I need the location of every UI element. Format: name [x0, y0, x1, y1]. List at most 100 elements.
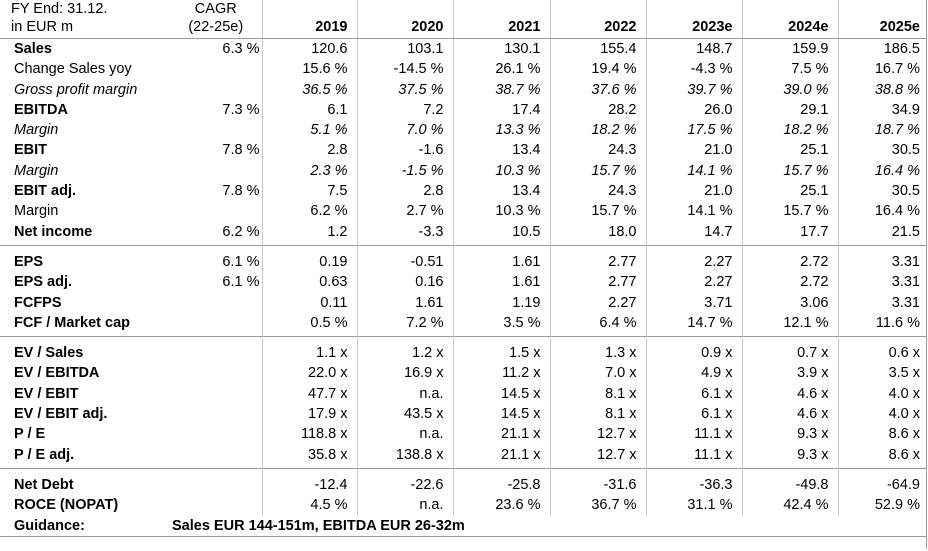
year-header: 2019 [261, 0, 357, 39]
value-cell: 1.61 [452, 272, 550, 293]
value-cell: 17.7 [741, 221, 838, 246]
value-cell: -3.3 [356, 221, 453, 246]
year-header: 2020 [356, 0, 453, 39]
cagr-value: 7.8 % [222, 142, 260, 159]
value-cell: -25.8 [452, 467, 550, 496]
value-cell: 19.4 % [549, 59, 646, 80]
value-cell: n.a. [356, 495, 453, 516]
value-cell: -49.8 [741, 467, 838, 496]
table-row: EPS adj. 6.1 % 0.63 0.16 1.61 2.77 2.27 2.72 3.3… [0, 272, 926, 293]
value-cell: -64.9 [837, 467, 926, 496]
row-label: Margin [14, 203, 59, 220]
value-cell: 118.8 x [261, 424, 357, 445]
value-cell: 2.8 [356, 181, 453, 202]
value-cell: 155.4 [549, 38, 646, 60]
value-cell: 15.7 % [741, 201, 838, 222]
value-cell: 2.77 [549, 272, 646, 293]
value-cell: 1.1 x [261, 336, 357, 364]
cagr-value: 6.1 % [222, 274, 260, 291]
value-cell: 23.6 % [452, 495, 550, 516]
value-cell: n.a. [356, 424, 453, 445]
value-cell: 1.61 [452, 244, 550, 273]
financial-summary-table: FY End: 31.12. in EUR m CAGR (22-25e) 20… [0, 0, 926, 537]
value-cell: 0.63 [261, 272, 357, 293]
value-cell: 7.0 x [549, 363, 646, 384]
row-label: EBITDA [14, 101, 68, 118]
value-cell: 14.5 x [452, 404, 550, 425]
value-cell: 37.6 % [549, 79, 646, 100]
cagr-value [172, 120, 262, 140]
table-row: P / E adj. 35.8 x 138.8 x 21.1 x 12.7 x 11.1 … [0, 444, 926, 469]
value-cell: 2.3 % [261, 160, 357, 182]
table-row: FCF / Market cap 0.5 % 7.2 % 3.5 % 6.4 % 14.7… [0, 312, 926, 337]
value-cell: 13.4 [452, 181, 550, 202]
value-cell: 26.0 [645, 99, 742, 121]
value-cell: 4.6 x [741, 404, 838, 425]
value-cell: 6.2 % [261, 201, 357, 222]
value-cell: 7.2 % [356, 312, 453, 337]
value-cell: -4.3 % [645, 59, 742, 80]
row-label: EV / EBITDA [14, 365, 100, 382]
row-label: Net income [14, 223, 93, 240]
cagr-value: 7.3 % [222, 101, 260, 118]
value-cell: 0.5 % [261, 312, 357, 337]
value-cell: 21.5 [837, 221, 926, 246]
cagr-value [172, 201, 262, 221]
value-cell: 1.2 x [356, 336, 453, 364]
table-row: Net income 6.2 % 1.2 -3.3 10.5 18.0 14.7 17.7 21… [0, 221, 926, 246]
year-header: 2021 [452, 0, 550, 39]
value-cell: 43.5 x [356, 404, 453, 425]
year-header: 2024e [741, 0, 838, 39]
cagr-period-label: (22-25e) [188, 19, 244, 35]
value-cell: 0.19 [261, 244, 357, 273]
value-cell: 2.72 [741, 272, 838, 293]
value-cell: 15.6 % [261, 59, 357, 80]
value-cell: 39.0 % [741, 79, 838, 100]
value-cell: 6.1 x [645, 383, 742, 405]
year-header: 2022 [549, 0, 646, 39]
guidance-text: Sales EUR 144-151m, EBITDA EUR 26-32m [172, 517, 465, 534]
value-cell: 37.5 % [356, 79, 453, 100]
value-cell: 11.1 x [645, 444, 742, 469]
table-row: EV / EBIT 47.7 x n.a. 14.5 x 8.1 x 6.1 x 4.6 x… [0, 383, 926, 405]
value-cell: 1.5 x [452, 336, 550, 364]
value-cell: 3.71 [645, 292, 742, 313]
value-cell: 11.6 % [837, 312, 926, 337]
value-cell: 3.5 x [837, 363, 926, 384]
table-row: EBIT 7.8 % 2.8 -1.6 13.4 24.3 21.0 25.1 30.5 [0, 140, 926, 161]
header-cagr-cell: CAGR (22-25e) [172, 0, 262, 39]
cagr-label: CAGR [194, 1, 237, 17]
value-cell: 6.4 % [549, 312, 646, 337]
value-cell: 13.3 % [452, 120, 550, 141]
row-label: ROCE (NOPAT) [14, 497, 119, 514]
value-cell: -22.6 [356, 467, 453, 496]
value-cell: -1.5 % [356, 160, 453, 182]
value-cell: 10.3 % [452, 160, 550, 182]
value-cell: 7.5 [261, 181, 357, 202]
value-cell: 3.9 x [741, 363, 838, 384]
value-cell: 3.31 [837, 272, 926, 293]
value-cell: 10.3 % [452, 201, 550, 222]
row-label: FCF / Market cap [14, 314, 131, 331]
value-cell: 2.27 [549, 292, 646, 313]
value-cell: 2.27 [645, 272, 742, 293]
value-cell: 0.7 x [741, 336, 838, 364]
value-cell: 1.19 [452, 292, 550, 313]
row-label: EBIT [14, 142, 48, 159]
table-row: EPS 6.1 % 0.19 -0.51 1.61 2.77 2.27 2.72 3.31 [0, 244, 926, 273]
value-cell: 17.9 x [261, 404, 357, 425]
table-row: FCFPS 0.11 1.61 1.19 2.27 3.71 3.06 3.31 [0, 292, 926, 313]
value-cell: 36.5 % [261, 79, 357, 100]
row-label: Sales [14, 41, 52, 57]
value-cell: 17.5 % [645, 120, 742, 141]
right-border [926, 0, 927, 549]
cagr-value [172, 363, 262, 383]
row-label: EPS [0, 244, 172, 273]
value-cell: 24.3 [549, 181, 646, 202]
value-cell: 28.2 [549, 99, 646, 121]
value-cell: 138.8 x [356, 444, 453, 469]
cagr-value [172, 293, 262, 313]
value-cell: -12.4 [261, 467, 357, 496]
value-cell: -36.3 [645, 467, 742, 496]
